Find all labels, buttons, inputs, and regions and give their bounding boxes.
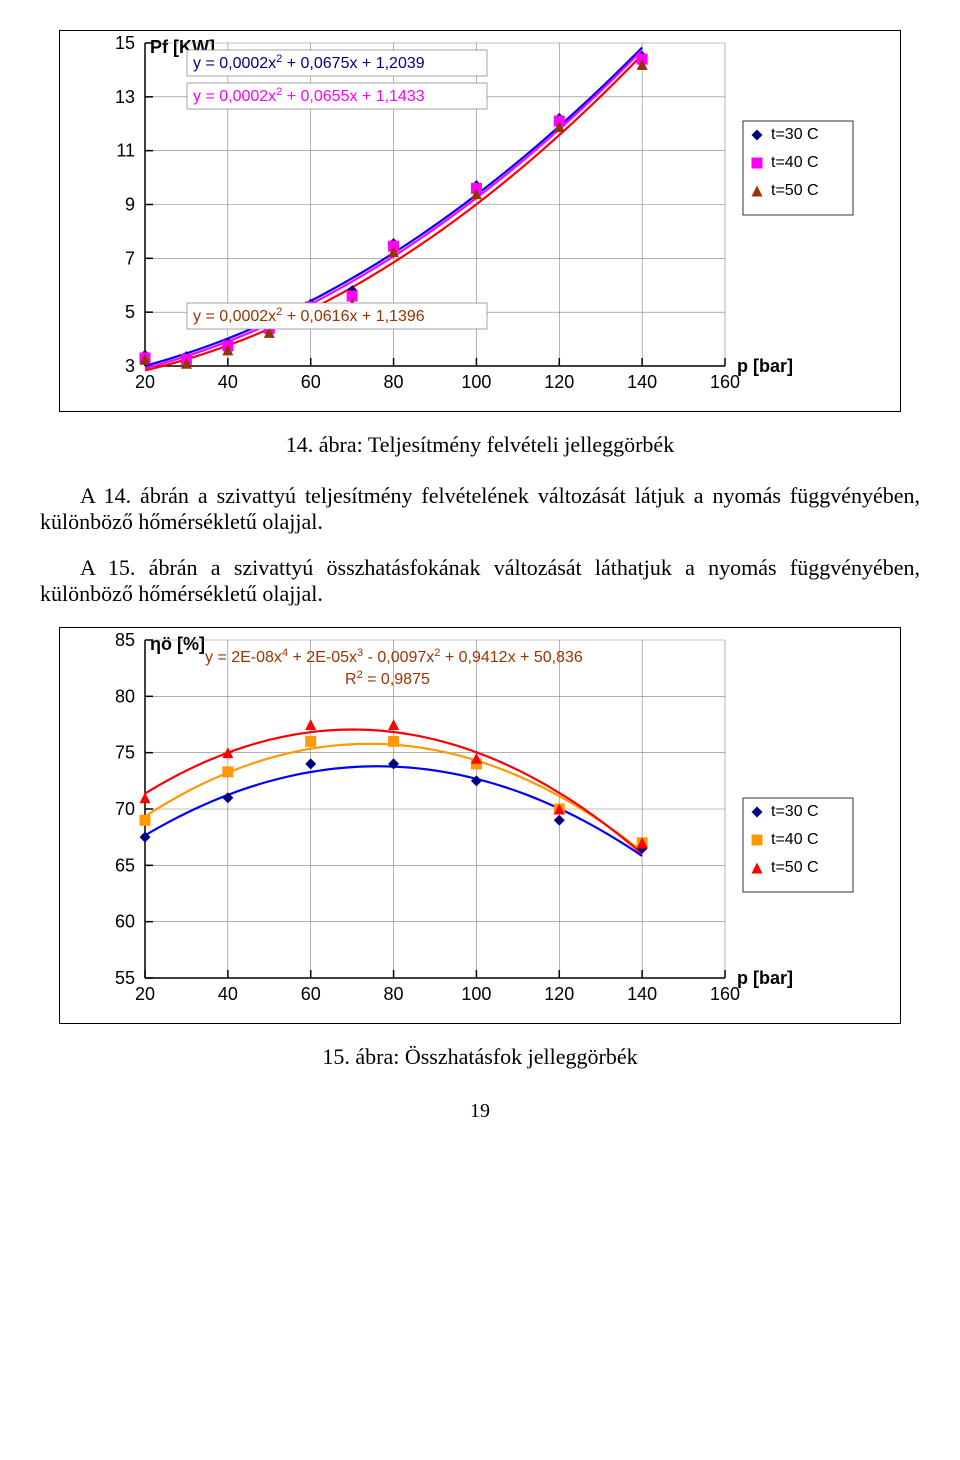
chart-efficiency-svg: ηö [%] 20 40 60 80 100 120 140 160 55 60 65 70 75 80 85… [60,628,900,1023]
svg-text:75: 75 [115,743,135,763]
svg-text:60: 60 [115,912,135,932]
svg-text:t=30 C: t=30 C [771,803,819,820]
svg-text:p [bar]: p [bar] [737,356,793,376]
svg-text:40: 40 [218,984,238,1004]
svg-text:80: 80 [384,984,404,1004]
svg-text:y = 2E-08x4 + 2E-05x3 - 0,0097: y = 2E-08x4 + 2E-05x3 - 0,0097x2 + 0,941… [205,647,583,666]
svg-text:80: 80 [115,686,135,706]
svg-text:60: 60 [301,372,321,392]
chart-efficiency: ηö [%] 20 40 60 80 100 120 140 160 55 60 65 70 75 80 85… [59,627,901,1024]
svg-text:160: 160 [710,372,740,392]
svg-text:60: 60 [301,984,321,1004]
chart-power-svg: Pf [KW]204060801001201401603579111315p [… [60,31,900,411]
svg-text:9: 9 [125,195,135,215]
svg-text:7: 7 [125,248,135,268]
svg-text:140: 140 [627,984,657,1004]
svg-text:13: 13 [115,87,135,107]
svg-text:140: 140 [627,372,657,392]
svg-text:20: 20 [135,372,155,392]
svg-text:ηö [%]: ηö [%] [150,634,205,654]
svg-text:100: 100 [461,984,491,1004]
svg-text:y = 0,0002x2 + 0,0616x + 1,139: y = 0,0002x2 + 0,0616x + 1,1396 [193,306,425,325]
svg-text:80: 80 [384,372,404,392]
caption-fig15: 15. ábra: Összhatásfok jelleggörbék [40,1044,920,1070]
svg-text:85: 85 [115,630,135,650]
chart-power: Pf [KW]204060801001201401603579111315p [… [59,30,901,412]
svg-text:20: 20 [135,984,155,1004]
svg-text:p [bar]: p [bar] [737,968,793,988]
paragraph-14: A 14. ábrán a szivattyú teljesítmény fel… [40,483,920,535]
svg-text:100: 100 [461,372,491,392]
svg-text:t=50 C: t=50 C [771,182,819,199]
svg-text:15: 15 [115,33,135,53]
svg-text:t=30 C: t=30 C [771,126,819,143]
svg-text:5: 5 [125,302,135,322]
svg-text:160: 160 [710,984,740,1004]
svg-text:3: 3 [125,356,135,376]
svg-text:y = 0,0002x2 + 0,0655x + 1,143: y = 0,0002x2 + 0,0655x + 1,1433 [193,86,425,105]
svg-text:R2 = 0,9875: R2 = 0,9875 [345,669,430,688]
svg-text:70: 70 [115,799,135,819]
svg-text:40: 40 [218,372,238,392]
svg-text:t=40 C: t=40 C [771,154,819,171]
page-number: 19 [40,1100,920,1123]
svg-text:11: 11 [116,141,135,161]
svg-text:t=40 C: t=40 C [771,831,819,848]
svg-text:65: 65 [115,855,135,875]
svg-text:55: 55 [115,968,135,988]
svg-text:y = 0,0002x2 + 0,0675x + 1,203: y = 0,0002x2 + 0,0675x + 1,2039 [193,53,425,72]
paragraph-15: A 15. ábrán a szivattyú összhatásfokának… [40,555,920,607]
svg-text:t=50 C: t=50 C [771,859,819,876]
caption-fig14: 14. ábra: Teljesítmény felvételi jellegg… [40,432,920,458]
svg-text:120: 120 [544,372,574,392]
svg-text:120: 120 [544,984,574,1004]
